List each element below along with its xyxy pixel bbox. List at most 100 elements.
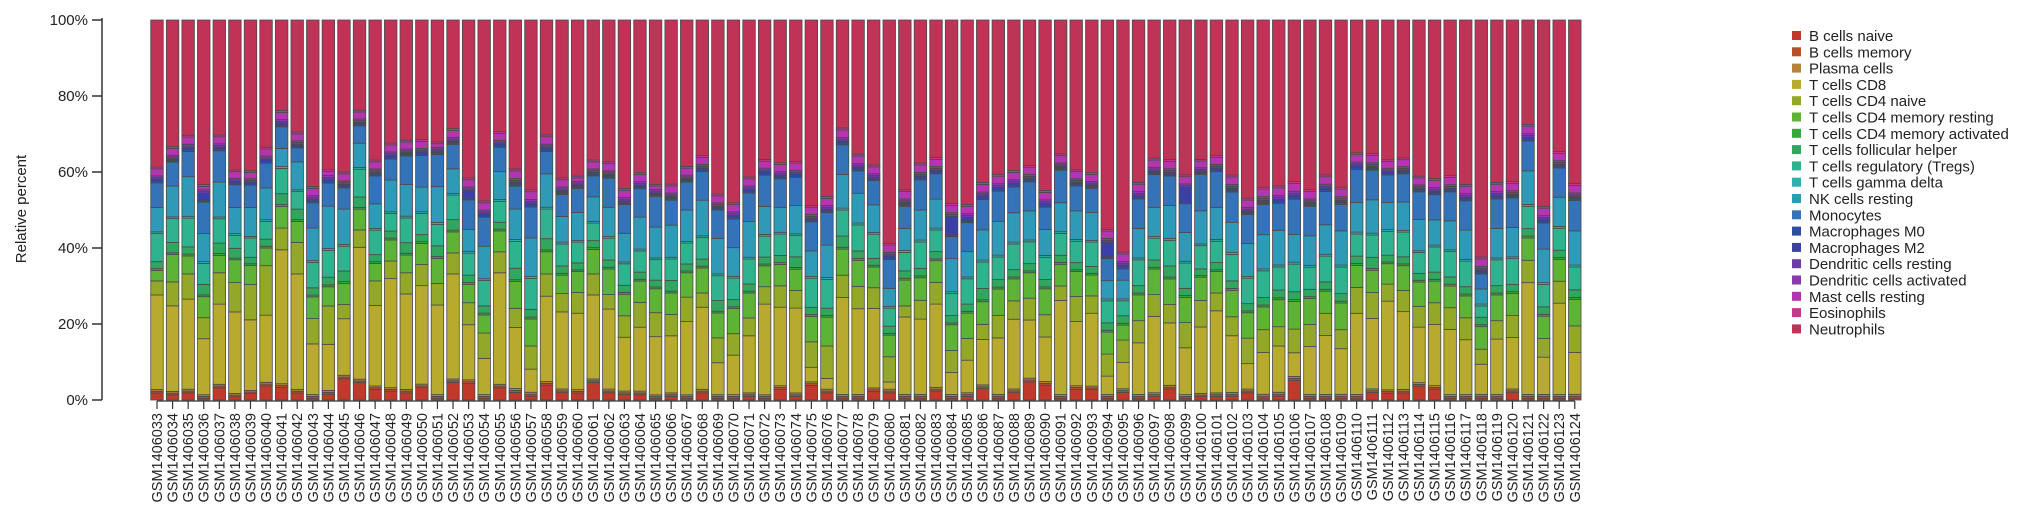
bar-segment (1334, 188, 1348, 198)
bar-segment (1194, 276, 1208, 301)
x-tick-label: GSM1406101 (1209, 413, 1225, 502)
bar-segment (898, 305, 912, 318)
bar-segment (197, 185, 211, 191)
legend-label: T cells follicular helper (1809, 142, 1957, 159)
bar-segment (1427, 219, 1442, 246)
bar-segment (898, 270, 912, 279)
bar-stack (1007, 19, 1021, 401)
bar-segment (306, 19, 320, 187)
bar-segment (633, 301, 647, 328)
bar-segment (835, 174, 850, 209)
bar-segment (1350, 287, 1364, 314)
bar-segment (711, 337, 725, 364)
bar-segment (1505, 182, 1520, 192)
bar-segment (944, 205, 959, 214)
bar-segment (1209, 292, 1224, 312)
bar-segment (1163, 160, 1177, 170)
bar-segment (430, 223, 445, 247)
bar-segment (1038, 191, 1052, 201)
bar-segment (789, 256, 803, 268)
bar-segment (197, 317, 211, 340)
legend-entry: T cells gamma delta (1792, 175, 1944, 192)
bar-segment (695, 199, 709, 237)
legend-label: NK cells resting (1809, 191, 1913, 208)
bar-segment (1350, 233, 1364, 257)
bar-segment (446, 143, 460, 170)
bar-segment (508, 241, 522, 269)
bar-segment (882, 307, 896, 327)
bar-segment (555, 274, 569, 294)
bar-segment (1381, 300, 1395, 391)
bar-segment (508, 185, 522, 210)
bar-segment (384, 260, 398, 280)
bar-segment (243, 184, 258, 208)
bar-segment (835, 129, 850, 138)
bar-segment (633, 250, 647, 273)
legend-label: Plasma cells (1809, 61, 1893, 78)
bar-stack (352, 19, 367, 401)
bar-segment (165, 305, 180, 392)
y-axis-title-wrap: Relative percent (13, 154, 30, 263)
bar-segment (867, 204, 881, 233)
bar-segment (477, 202, 491, 211)
bar-segment (1412, 326, 1426, 384)
bar-segment (1287, 198, 1301, 236)
bar-segment (368, 389, 382, 401)
bar-segment (633, 326, 647, 392)
bar-stack (695, 19, 709, 401)
bar-segment (1240, 277, 1255, 305)
bar-stack (757, 19, 772, 401)
bar-segment (804, 277, 819, 308)
bar-stack (1552, 19, 1566, 401)
bar-segment (1085, 187, 1099, 214)
bar-segment (1396, 173, 1411, 203)
bar-segment (944, 324, 959, 351)
bar-segment (898, 252, 912, 272)
bar-segment (493, 132, 507, 141)
bar-segment (1053, 202, 1068, 233)
bar-segment (446, 219, 460, 231)
bar-segment (1443, 285, 1457, 309)
bar-segment (602, 206, 616, 237)
bar-segment (1427, 19, 1442, 179)
bar-segment (1194, 160, 1208, 169)
bar-segment (1209, 240, 1224, 264)
bar-segment (228, 396, 242, 401)
bar-segment (1007, 212, 1021, 243)
bar-segment (711, 362, 725, 396)
y-axis-title: Relative percent (13, 154, 30, 263)
x-tick-label: GSM1406086 (976, 413, 992, 502)
x-tick-label: GSM1406114 (1412, 413, 1428, 501)
bar-segment (586, 273, 600, 296)
bar-segment (602, 237, 616, 261)
x-tick-label: GSM1406043 (306, 413, 322, 502)
bar-segment (181, 151, 195, 178)
bar-segment (1459, 19, 1473, 185)
bar-segment (461, 19, 476, 179)
bar-segment (617, 293, 632, 317)
bar-segment (1209, 396, 1224, 401)
bar-segment (259, 247, 273, 267)
x-tick-label: GSM1406095 (1116, 413, 1132, 502)
bar-stack (789, 19, 803, 401)
bar-segment (1272, 345, 1286, 393)
bar-segment (976, 323, 990, 340)
bar-segment (212, 303, 226, 385)
bar-segment (1116, 339, 1130, 363)
bar-segment (1085, 19, 1099, 174)
legend-label: Eosinophils (1809, 305, 1886, 322)
bar-segment (1396, 201, 1411, 231)
bar-segment (1100, 241, 1115, 258)
bar-segment (1350, 312, 1364, 395)
bar-segment (1225, 19, 1239, 176)
bar-stack (321, 19, 336, 401)
bar-segment (1022, 241, 1037, 265)
legend-entry: B cells memory (1792, 44, 1912, 61)
legend-label: Neutrophils (1809, 321, 1885, 338)
bar-segment (867, 233, 881, 259)
bar-segment (1194, 173, 1208, 212)
bar-segment (197, 296, 211, 319)
bar-segment (757, 286, 772, 305)
bar-segment (1272, 289, 1286, 299)
x-tick-label: GSM1406120 (1505, 413, 1521, 502)
